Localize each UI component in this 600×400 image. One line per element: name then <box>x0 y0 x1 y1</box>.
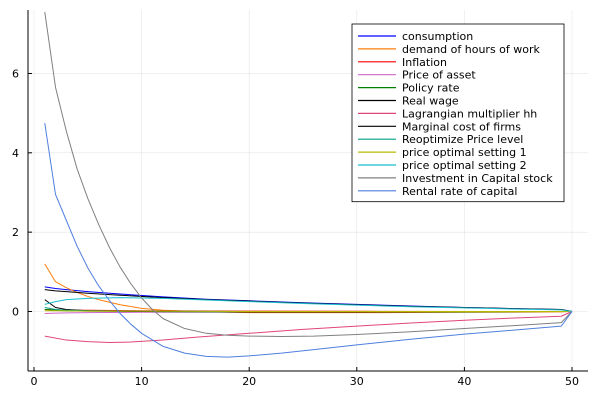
x-tick-label: 40 <box>457 375 471 388</box>
series-line-7 <box>44 311 573 343</box>
series-line-12 <box>44 11 573 337</box>
y-tick-label: 2 <box>12 226 19 239</box>
legend-label: Reoptimize Price level <box>402 133 523 146</box>
legend-label: Policy rate <box>402 82 460 95</box>
x-tick-label: 20 <box>242 375 256 388</box>
legend-label: Investment in Capital stock <box>402 172 553 185</box>
legend-label: Marginal cost of firms <box>402 120 521 133</box>
legend-label: price optimal setting 2 <box>402 159 527 172</box>
series-line-2 <box>44 263 573 314</box>
x-tick-label: 50 <box>565 375 579 388</box>
legend-label: Inflation <box>402 56 447 69</box>
x-tick-label: 30 <box>350 375 364 388</box>
legend-label: Lagrangian multiplier hh <box>402 107 537 120</box>
x-tick-label: 0 <box>31 375 38 388</box>
legend-label: price optimal setting 1 <box>402 146 527 159</box>
legend-label: Price of asset <box>402 69 476 82</box>
series-line-11 <box>44 297 573 312</box>
legend-label: consumption <box>402 30 473 43</box>
y-tick-label: 6 <box>12 67 19 80</box>
legend-label: Rental rate of capital <box>402 185 517 198</box>
legend-label: Real wage <box>402 95 459 108</box>
series-lines <box>44 11 573 358</box>
series-line-13 <box>44 122 573 358</box>
series-line-10 <box>44 310 572 312</box>
y-tick-label: 4 <box>12 147 19 160</box>
legend-label: demand of hours of work <box>402 43 541 56</box>
x-tick-label: 10 <box>135 375 149 388</box>
axes: 0 10 20 30 40 50 0 2 4 6 <box>12 10 588 388</box>
y-tick-label: 0 <box>12 305 19 318</box>
